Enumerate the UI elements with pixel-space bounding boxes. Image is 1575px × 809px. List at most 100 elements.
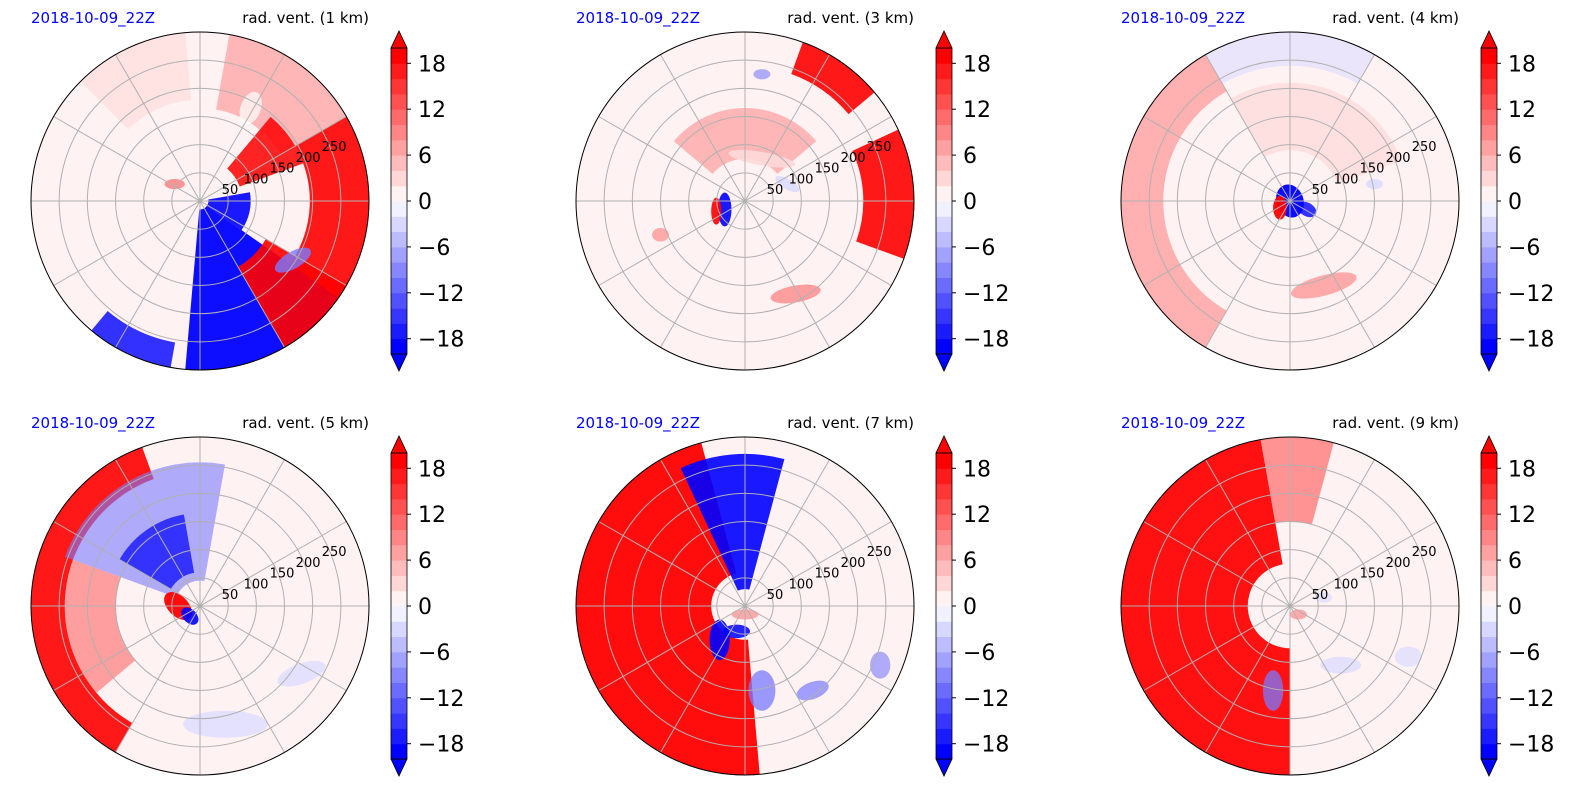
colorbar-level [391,338,407,355]
colorbar-level [391,201,407,217]
colorbar-level [936,697,952,714]
colorbar-tick-label: −18 [1508,328,1554,353]
colorbar-level [391,728,407,745]
colorbar-level [391,277,407,294]
colorbar-level [936,621,952,638]
colorbar-tick-label: 0 [963,190,977,215]
colorbar-level [391,544,407,561]
polar-grid [1121,32,1459,370]
radial-tick-label: 200 [841,151,866,166]
colorbar-level [391,48,407,64]
colorbar-level [936,667,952,683]
colorbar-level [1481,682,1497,699]
colorbar-level [936,155,952,171]
radial-tick-label: 150 [1360,162,1385,177]
colorbar-level [391,453,407,469]
colorbar-extend-min [390,353,408,372]
radial-tick-label: 50 [1312,588,1329,603]
colorbar: 18 12 6 0 −6 −12 −18 [390,30,464,372]
colorbar-level [936,185,952,202]
colorbar-tick-label: 12 [1508,503,1536,528]
colorbar: 18 12 6 0 −6 −12 −18 [390,435,464,777]
radial-tick-label: 200 [1386,556,1411,571]
colorbar-level [391,170,407,187]
radial-velocity-field [31,447,326,753]
colorbar-level [391,63,407,80]
colorbar-tick-label: 0 [418,595,432,620]
colorbar-level [391,651,407,668]
colorbar-level [1481,544,1497,561]
colorbar-level [391,231,407,248]
colorbar-level [391,606,407,622]
colorbar-level [936,231,952,248]
radial-tick-label: 100 [1334,577,1359,592]
colorbar-level [936,277,952,294]
colorbar-tick-label: 6 [1508,549,1522,574]
colorbar-level [391,682,407,699]
colorbar-extend-min [1480,353,1498,372]
radial-tick-label: 250 [867,545,892,560]
radial-tick-label: 250 [867,140,892,155]
radial-tick-label: 250 [322,140,347,155]
colorbar-level [936,323,952,340]
colorbar-level [936,216,952,233]
colorbar-extend-max [390,435,408,454]
radial-tick-label: 100 [244,172,269,187]
colorbar: 18 12 6 0 −6 −12 −18 [1480,435,1554,777]
colorbar-level [391,78,407,95]
radial-tick-label: 200 [1386,151,1411,166]
colorbar-level [391,155,407,171]
panel-1: 2018-10-09_22Z rad. vent. (1 km) 50 100 150 2… [0,0,545,404]
colorbar-level [936,590,952,607]
colorbar-level [1481,323,1497,340]
colorbar-level [1481,170,1497,187]
colorbar-level [936,544,952,561]
colorbar: 18 12 6 0 −6 −12 −18 [1480,30,1554,372]
colorbar-tick-label: 12 [418,98,446,123]
colorbar-extend-min [935,353,953,372]
colorbar-level [391,308,407,324]
colorbar-level [1481,139,1497,156]
azimuth-line [53,521,347,691]
plot-outline [30,436,370,776]
radial-tick-label: 150 [270,567,295,582]
colorbar-level [936,308,952,324]
plot-outline [1120,436,1460,776]
colorbar-level [391,262,407,278]
plot-outline [575,31,915,371]
radial-tick-label: 100 [789,577,814,592]
colorbar-level [936,483,952,500]
colorbar-level [936,246,952,263]
panel-title: rad. vent. (7 km) [787,414,914,432]
panel-title: rad. vent. (4 km) [1332,9,1459,27]
colorbar-tick-label: −6 [1508,236,1540,261]
colorbar-level [1481,155,1497,171]
colorbar-level [1481,216,1497,233]
panel-3: 2018-10-09_22Z rad. vent. (4 km) 50 100 150 2… [1090,0,1575,404]
colorbar-tick-label: 6 [963,144,977,169]
colorbar-level [1481,575,1497,592]
colorbar-level [1481,308,1497,324]
radial-tick-label: 100 [244,577,269,592]
colorbar-level [936,262,952,278]
colorbar-level [1481,201,1497,217]
colorbar-level [936,109,952,125]
colorbar-tick-label: −6 [963,641,995,666]
colorbar-level [391,560,407,576]
colorbar-level [391,697,407,714]
colorbar-level [1481,93,1497,110]
colorbar-level [936,292,952,309]
colorbar-level [391,185,407,202]
colorbar-extend-max [390,30,408,49]
colorbar: 18 12 6 0 −6 −12 −18 [935,30,1009,372]
colorbar-extend-max [1480,30,1498,49]
colorbar-tick-label: −6 [963,236,995,261]
colorbar-level [1481,514,1497,530]
colorbar-level [1481,483,1497,500]
colorbar-tick-label: 0 [1508,595,1522,620]
radial-tick-label: 50 [222,588,239,603]
colorbar-level [391,636,407,653]
colorbar-tick-label: 18 [963,457,991,482]
